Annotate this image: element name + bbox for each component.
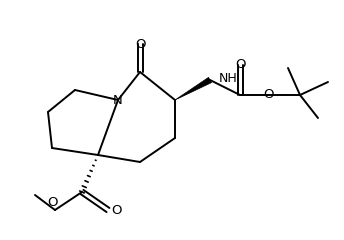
Text: N: N: [113, 94, 123, 107]
Text: O: O: [263, 89, 273, 102]
Polygon shape: [175, 77, 212, 100]
Text: O: O: [112, 204, 122, 216]
Text: O: O: [235, 59, 245, 72]
Text: O: O: [135, 37, 145, 50]
Text: O: O: [48, 196, 58, 209]
Text: NH: NH: [219, 72, 238, 84]
